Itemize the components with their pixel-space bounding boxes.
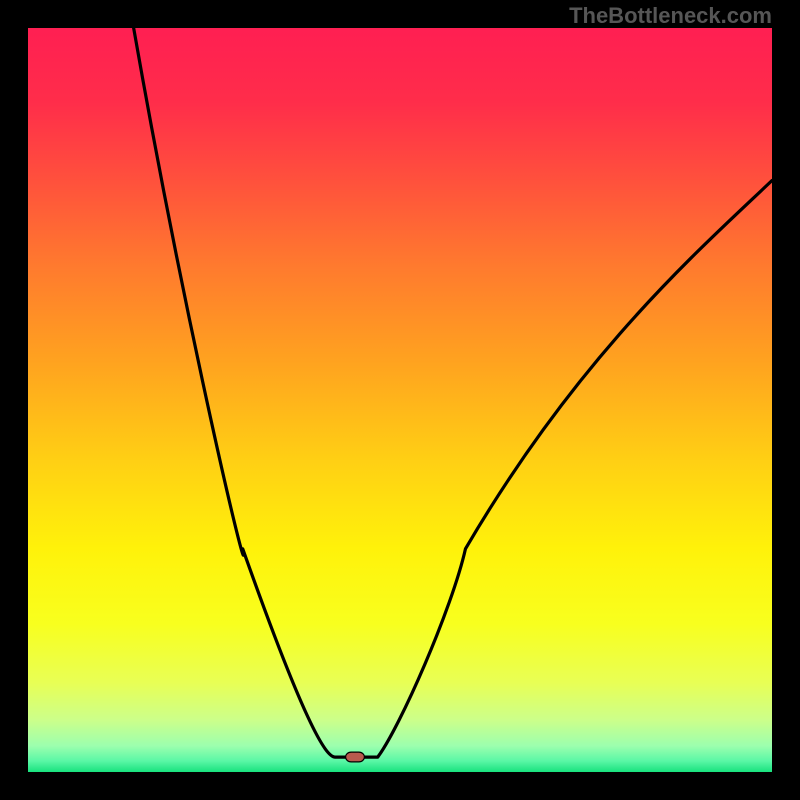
minimum-marker (345, 752, 365, 763)
watermark-text: TheBottleneck.com (569, 3, 772, 29)
curve-svg (0, 0, 800, 800)
chart-container: TheBottleneck.com (0, 0, 800, 800)
minimum-marker-rect (346, 752, 365, 762)
bottleneck-curve (134, 28, 772, 757)
